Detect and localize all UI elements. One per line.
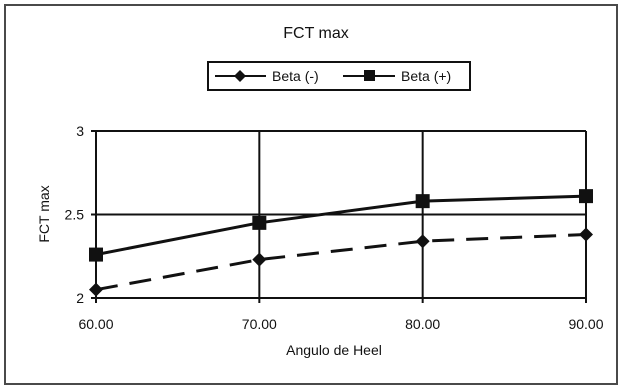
y-tick-label-1: 2.5 (65, 207, 85, 223)
y-tick-label-0: 2 (76, 290, 84, 306)
y-tick-labels: 22.53 (65, 123, 85, 306)
x-tick-labels: 60.00 70.00 80.00 90.00 (78, 316, 603, 332)
series-1-point-3 (579, 189, 593, 204)
x-tick-label-3: 90.00 (568, 316, 603, 332)
legend: Beta (-) Beta (+) (207, 61, 471, 91)
series-0-point-2 (415, 234, 430, 249)
series-0-point-3 (579, 227, 593, 242)
legend-label-beta-minus: Beta (-) (272, 68, 319, 84)
legend-label-beta-plus: Beta (+) (401, 68, 451, 84)
legend-marker-beta-plus (364, 70, 375, 81)
gridlines (96, 130, 587, 298)
x-axis-label: Angulo de Heel (286, 342, 382, 358)
axes (91, 130, 587, 303)
series-0-point-1 (252, 252, 267, 267)
series-1-point-2 (415, 194, 430, 209)
series-layer (89, 189, 593, 297)
series-1-point-0 (89, 247, 103, 262)
y-tick-label-2: 3 (76, 123, 84, 139)
series-0-point-0 (89, 282, 103, 297)
y-axis-label: FCT max (36, 185, 52, 242)
legend-marker-beta-minus (234, 70, 246, 82)
x-tick-label-1: 70.00 (242, 316, 277, 332)
series-1-point-1 (252, 215, 267, 230)
x-tick-label-0: 60.00 (78, 316, 113, 332)
chart-title: FCT max (283, 25, 348, 42)
series-line-1 (95, 194, 587, 257)
x-tick-label-2: 80.00 (405, 316, 440, 332)
series-line-0 (95, 233, 587, 292)
